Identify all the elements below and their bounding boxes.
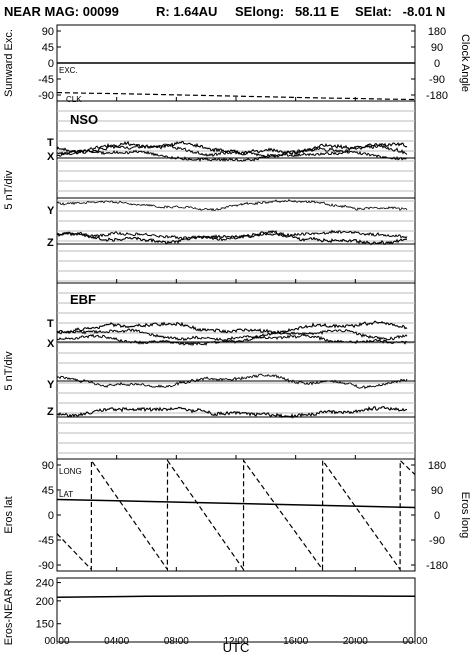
y-tick-label: 240 [36, 578, 54, 590]
trace-ebf-t [56, 320, 408, 336]
nso-t-label: T [47, 137, 54, 149]
trace-ebf-z [56, 406, 408, 419]
y-tick-label: 45 [42, 42, 54, 54]
y-tick-label: 200 [36, 596, 54, 608]
nso-y-label: Y [47, 205, 55, 217]
trace-nso-y [56, 198, 408, 212]
y-tick-label-right: 0 [434, 58, 440, 70]
ylabel-eros-lat: Eros lat [3, 496, 15, 533]
nso-z-label: Z [47, 237, 54, 249]
y-tick-label: -90 [38, 560, 54, 572]
header-selat: SElat: -8.01 N [355, 4, 445, 19]
ylabel-ebf: 5 nT/div [3, 351, 15, 391]
ylabel-sunward: Sunward Exc. [3, 29, 15, 97]
trace-nso-t [56, 140, 408, 156]
ebf-z-label: Z [47, 406, 54, 418]
trace-nso-z [56, 230, 408, 246]
nso-x-label: X [47, 151, 55, 163]
annotation-long: LONG [59, 467, 82, 476]
annotation-lat: LAT [59, 490, 73, 499]
magnetometer-traces [56, 140, 408, 419]
x-tick-label: 12:00 [223, 636, 248, 647]
y-tick-label-right: -180 [426, 90, 448, 102]
header-selong: SElong: 58.11 E [235, 4, 339, 19]
y-tick-label: 150 [36, 619, 54, 631]
x-tick-label: 00:00 [402, 636, 427, 647]
y-tick-label: 90 [42, 26, 54, 38]
ticks-layer: 90 45 0 -45 -90 180 90 0 -90 -180 90 45 0 -45 -90 180 90… [36, 26, 448, 647]
ylabel-nso: 5 nT/div [3, 170, 15, 210]
y-tick-label: 0 [48, 58, 54, 70]
y-tick-label-right: -180 [426, 560, 448, 572]
annotation-exc: EXC. [59, 66, 78, 75]
chart-title: NEAR MAG: 00099 [4, 4, 119, 19]
y-tick-label-right: 180 [428, 26, 446, 38]
trace-nso-t2 [56, 143, 408, 159]
trace-ebf-t2 [56, 328, 408, 344]
y-tick-label-right: -90 [429, 535, 445, 547]
trace-nso-z2 [56, 229, 408, 242]
ylabel-eros-long: Eros long [459, 492, 471, 538]
x-tick-label: 16:00 [283, 636, 308, 647]
x-tick-label: 00:00 [44, 636, 69, 647]
panel-nso-frame [56, 100, 416, 284]
panel-label-nso: NSO [70, 112, 98, 127]
ylabel-clock: Clock Angle [459, 34, 471, 92]
component-baselines [57, 157, 415, 418]
annotation-clk: CLK [66, 95, 82, 104]
trace-ebf-y [56, 373, 408, 390]
ebf-t-label: T [47, 318, 54, 330]
y-tick-label-right: 90 [431, 485, 443, 497]
ebf-x-label: X [47, 338, 55, 350]
x-axis-label: UTC [223, 640, 250, 655]
y-tick-label-right: 90 [431, 42, 443, 54]
x-tick-label: 20:00 [343, 636, 368, 647]
panel-label-ebf: EBF [70, 292, 96, 307]
x-tick-label: 08:00 [164, 636, 189, 647]
panel-eros-frame [56, 458, 416, 572]
y-tick-label-right: 180 [428, 460, 446, 472]
y-tick-label: -45 [38, 74, 54, 86]
y-tick-label-right: -90 [429, 74, 445, 86]
panel-grid [57, 110, 415, 454]
header-distance: R: 1.64AU [156, 4, 217, 19]
series-eros-long [56, 458, 416, 572]
y-tick-label: -45 [38, 535, 54, 547]
y-tick-label: 0 [48, 510, 54, 522]
ebf-y-label: Y [47, 379, 55, 391]
y-tick-label: 45 [42, 485, 54, 497]
series-eros-lat [56, 498, 416, 509]
ylabel-range: Eros-NEAR km [3, 571, 15, 646]
y-tick-label: -90 [38, 90, 54, 102]
trace-ebf-x [56, 333, 408, 347]
trace-nso-x [56, 149, 408, 163]
panel-range-frame [56, 577, 416, 643]
x-tick-label: 04:00 [104, 636, 129, 647]
y-tick-label-right: 0 [434, 510, 440, 522]
y-tick-label: 90 [42, 460, 54, 472]
series-range-0 [56, 595, 416, 598]
